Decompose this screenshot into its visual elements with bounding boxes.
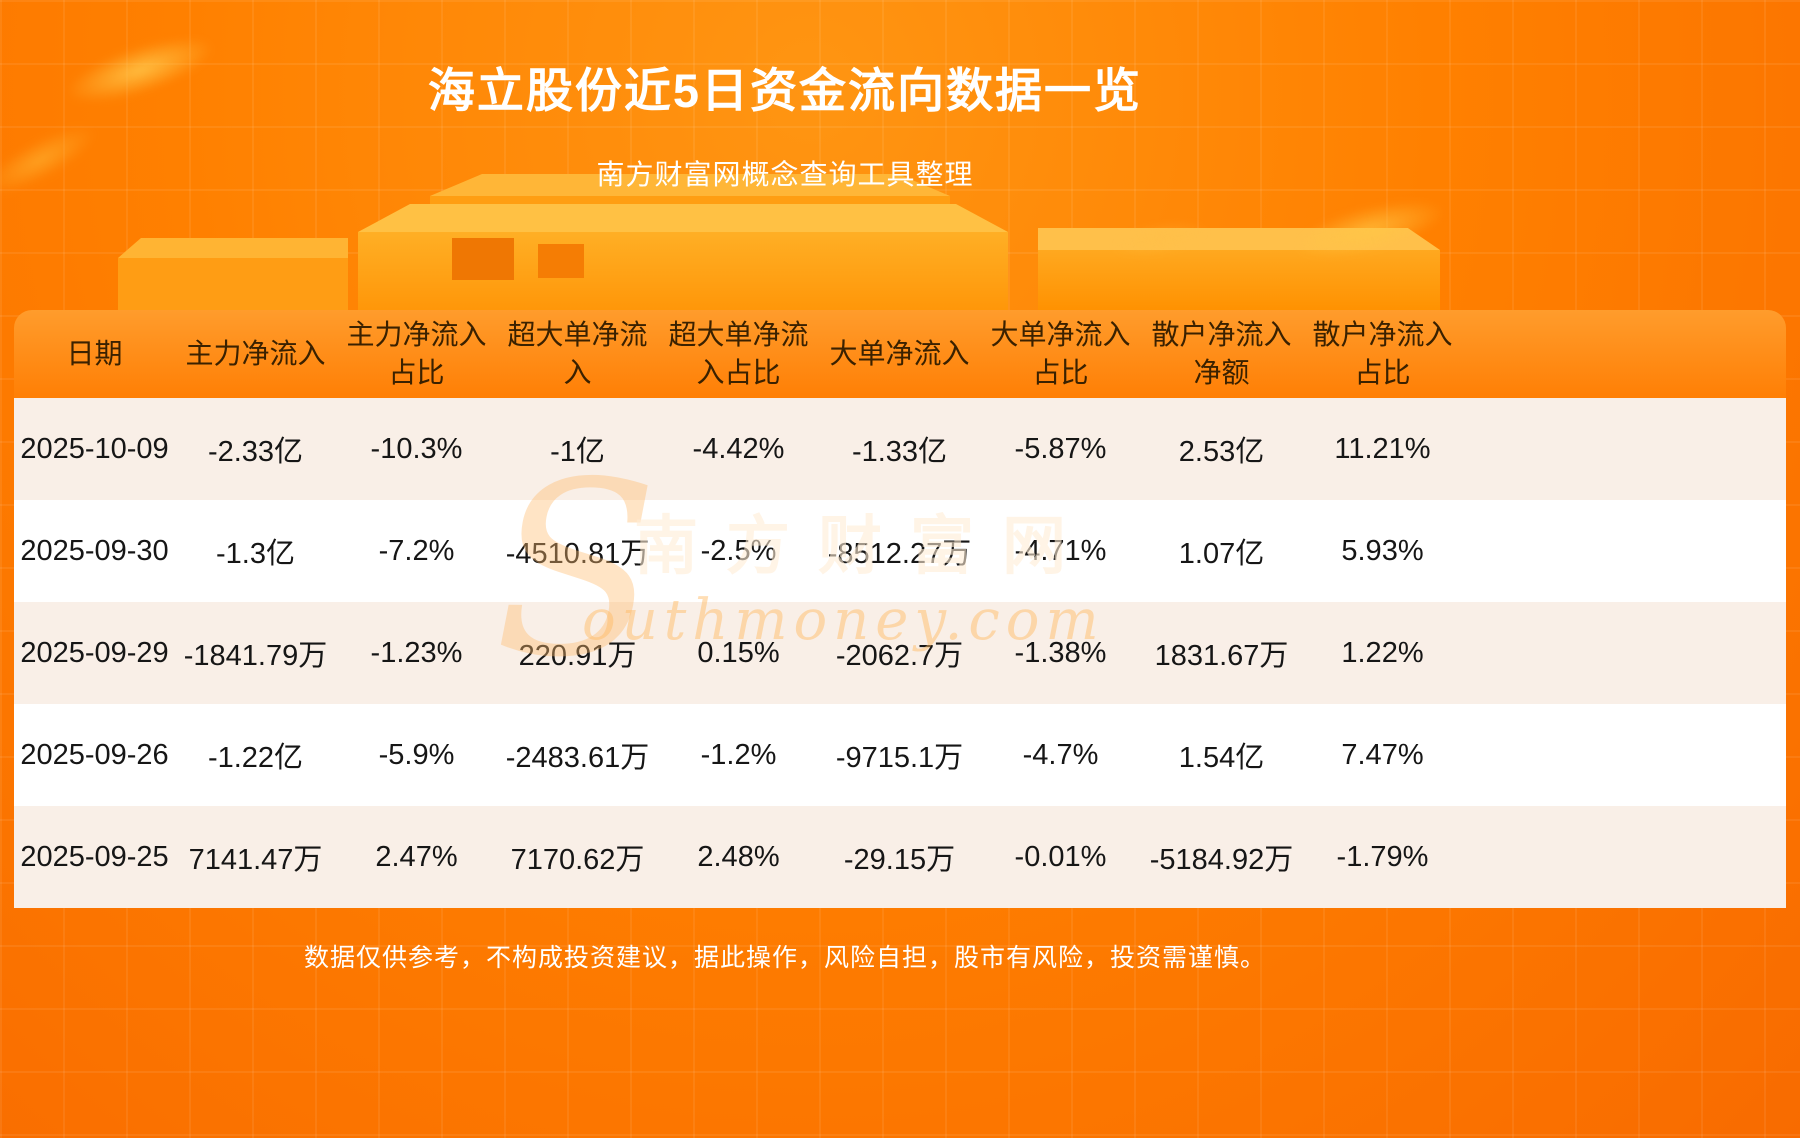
fund-flow-table: 日期 主力净流入 主力净流入占比 超大单净流入 超大单净流入占比 大单净流入 大单净流入占比… [14, 310, 1786, 908]
value-cell: -4.71% [980, 500, 1141, 602]
value-cell: 1.22% [1302, 602, 1463, 704]
header-spacer [1463, 310, 1786, 398]
value-cell: -5.87% [980, 398, 1141, 500]
column-header: 主力净流入占比 [336, 310, 497, 398]
value-cell: 1.07亿 [1141, 500, 1302, 602]
value-cell: -1.22亿 [175, 704, 336, 806]
row-spacer [1463, 602, 1786, 704]
podium-cube [538, 244, 584, 278]
value-cell: -1.38% [980, 602, 1141, 704]
column-header: 日期 [14, 310, 175, 398]
table-header-row: 日期 主力净流入 主力净流入占比 超大单净流入 超大单净流入占比 大单净流入 大单净流入占比… [14, 310, 1786, 398]
value-cell: -1.2% [658, 704, 819, 806]
row-spacer [1463, 500, 1786, 602]
value-cell: 1831.67万 [1141, 602, 1302, 704]
table-body: 2025-10-09 -2.33亿 -10.3% -1亿 -4.42% -1.33亿 -5.… [14, 398, 1786, 908]
page-subtitle: 南方财富网概念查询工具整理 [596, 159, 974, 190]
value-cell: 5.93% [1302, 500, 1463, 602]
date-cell: 2025-10-09 [14, 398, 175, 500]
column-header: 大单净流入占比 [980, 310, 1141, 398]
table-row: 2025-09-29 -1841.79万 -1.23% 220.91万 0.15% -20… [14, 602, 1786, 704]
value-cell: -7.2% [336, 500, 497, 602]
podium-left-block [118, 258, 348, 312]
value-cell: 11.21% [1302, 398, 1463, 500]
table-row: 2025-09-30 -1.3亿 -7.2% -4510.81万 -2.5% -8512.… [14, 500, 1786, 602]
value-cell: -9715.1万 [819, 704, 980, 806]
value-cell: -1亿 [497, 398, 658, 500]
disclaimer-text: 数据仅供参考，不构成投资建议，据此操作，风险自担，股市有风险，投资需谨慎。 [303, 944, 1266, 972]
table-row: 2025-10-09 -2.33亿 -10.3% -1亿 -4.42% -1.33亿 -5.… [14, 398, 1786, 500]
value-cell: -0.01% [980, 806, 1141, 908]
value-cell: -2062.7万 [819, 602, 980, 704]
value-cell: 2.47% [336, 806, 497, 908]
column-header: 散户净流入占比 [1302, 310, 1463, 398]
value-cell: -5184.92万 [1141, 806, 1302, 908]
value-cell: 0.15% [658, 602, 819, 704]
column-header: 大单净流入 [819, 310, 980, 398]
value-cell: -4.7% [980, 704, 1141, 806]
value-cell: 2.48% [658, 806, 819, 908]
page-title: 海立股份近5日资金流向数据一览 [427, 64, 1143, 117]
value-cell: 7141.47万 [175, 806, 336, 908]
table-row: 2025-09-26 -1.22亿 -5.9% -2483.61万 -1.2% -9715… [14, 704, 1786, 806]
row-spacer [1463, 704, 1786, 806]
column-header: 超大单净流入 [497, 310, 658, 398]
data-table: 日期 主力净流入 主力净流入占比 超大单净流入 超大单净流入占比 大单净流入 大单净流入占比… [14, 310, 1786, 908]
value-cell: 7.47% [1302, 704, 1463, 806]
value-cell: 7170.62万 [497, 806, 658, 908]
value-cell: 220.91万 [497, 602, 658, 704]
value-cell: -1841.79万 [175, 602, 336, 704]
date-cell: 2025-09-29 [14, 602, 175, 704]
value-cell: -5.9% [336, 704, 497, 806]
value-cell: -4.42% [658, 398, 819, 500]
date-cell: 2025-09-25 [14, 806, 175, 908]
value-cell: -4510.81万 [497, 500, 658, 602]
podium-right-block [1038, 250, 1440, 312]
value-cell: -10.3% [336, 398, 497, 500]
hero-header: 海立股份近5日资金流向数据一览 南方财富网概念查询工具整理 [0, 0, 1570, 193]
value-cell: -2.33亿 [175, 398, 336, 500]
row-spacer [1463, 398, 1786, 500]
row-spacer [1463, 806, 1786, 908]
value-cell: -2483.61万 [497, 704, 658, 806]
value-cell: -8512.27万 [819, 500, 980, 602]
column-header: 散户净流入净额 [1141, 310, 1302, 398]
column-header: 超大单净流入占比 [658, 310, 819, 398]
date-cell: 2025-09-26 [14, 704, 175, 806]
value-cell: 2.53亿 [1141, 398, 1302, 500]
value-cell: -29.15万 [819, 806, 980, 908]
value-cell: -1.79% [1302, 806, 1463, 908]
value-cell: -1.23% [336, 602, 497, 704]
date-cell: 2025-09-30 [14, 500, 175, 602]
value-cell: -1.33亿 [819, 398, 980, 500]
value-cell: -2.5% [658, 500, 819, 602]
value-cell: 1.54亿 [1141, 704, 1302, 806]
column-header: 主力净流入 [175, 310, 336, 398]
value-cell: -1.3亿 [175, 500, 336, 602]
table-row: 2025-09-25 7141.47万 2.47% 7170.62万 2.48% -29.… [14, 806, 1786, 908]
podium-cube [452, 238, 514, 280]
